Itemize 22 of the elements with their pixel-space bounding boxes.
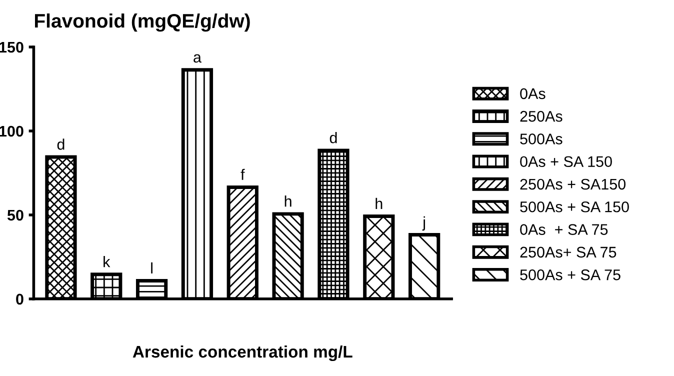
annotation: d [330, 132, 337, 144]
annotation: f [240, 168, 245, 180]
annotation: a [194, 54, 202, 63]
legend-label: 500As + SA 150 [520, 201, 629, 212]
legend-label: 0As + SA 75 [520, 224, 608, 235]
legend-label: 500As + SA 75 [520, 269, 620, 280]
y-tick-label: 50 [7, 210, 24, 221]
legend-label: 0As + SA 150 [520, 156, 612, 168]
legend-label: 0As [520, 88, 546, 100]
annotation: d [57, 138, 64, 150]
annotation: h [284, 196, 292, 207]
legend-label: 250As + SA150 [520, 178, 626, 190]
chart-title: Flavonoid (mgQE/g/dw) [35, 13, 250, 32]
annotation: l [151, 262, 152, 274]
legend-label: 250As [520, 110, 562, 122]
annotation: k [104, 256, 110, 268]
x-axis-title: Arsenic concentration mg/L [132, 345, 352, 362]
annotation: h [376, 198, 382, 209]
annotation: j [422, 216, 425, 231]
y-tick-label: 0 [16, 294, 24, 305]
legend-label: 500As [520, 134, 562, 144]
legend-label: 250As+ SA 75 [520, 246, 616, 258]
